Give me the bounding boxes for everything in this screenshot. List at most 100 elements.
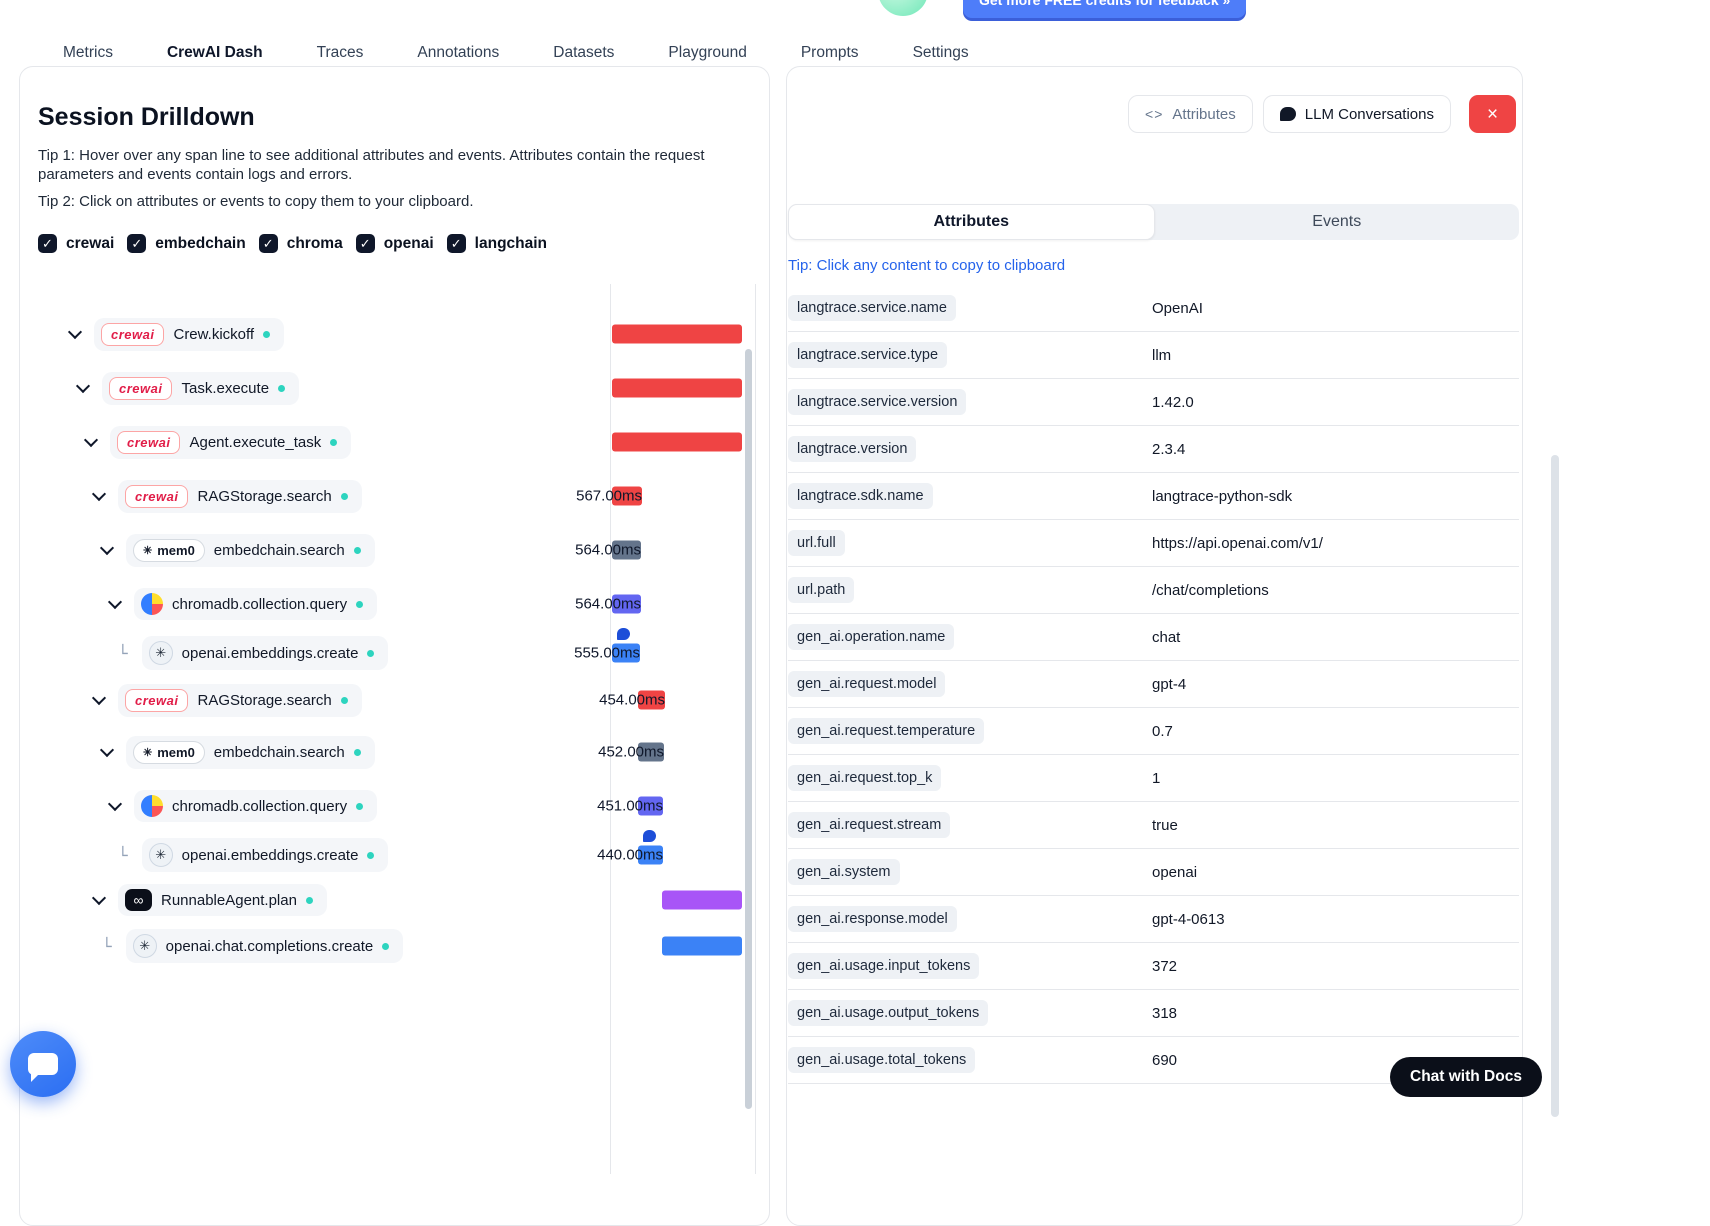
chat-widget-button[interactable] <box>10 1031 76 1097</box>
attribute-row-gen_ai.request.stream[interactable]: gen_ai.request.stream true <box>788 802 1519 849</box>
span-timeline-bar[interactable] <box>638 845 663 865</box>
attribute-key[interactable]: langtrace.service.name <box>788 295 956 321</box>
filter-openai[interactable]: ✓ openai <box>355 234 434 253</box>
attribute-value[interactable]: openai <box>1152 863 1198 881</box>
attribute-row-url.full[interactable]: url.full https://api.openai.com/v1/ <box>788 520 1519 567</box>
attribute-row-gen_ai.usage.total_tokens[interactable]: gen_ai.usage.total_tokens 690 <box>788 1037 1519 1084</box>
attribute-key[interactable]: url.full <box>788 530 845 556</box>
span-timeline-bar[interactable] <box>612 378 742 398</box>
span-timeline-bar[interactable] <box>638 742 664 762</box>
tab-annotations[interactable]: Annotations <box>399 26 517 69</box>
attribute-key[interactable]: gen_ai.usage.input_tokens <box>788 953 980 979</box>
span-timeline-bar[interactable] <box>612 432 742 452</box>
attribute-value[interactable]: https://api.openai.com/v1/ <box>1152 534 1323 552</box>
attribute-key[interactable]: gen_ai.usage.total_tokens <box>788 1047 976 1073</box>
span-timeline-bar[interactable] <box>612 486 642 506</box>
attribute-key[interactable]: gen_ai.request.stream <box>788 812 951 838</box>
span-timeline-bar[interactable] <box>612 594 641 614</box>
attribute-value[interactable]: 1 <box>1152 769 1161 787</box>
filter-langchain[interactable]: ✓ langchain <box>446 234 547 253</box>
span-row-chromadb-collection-query[interactable]: chromadb.collection.query 564.00ms <box>20 577 755 631</box>
span-row-openai-embeddings-create[interactable]: └ ✳ openai.embeddings.create 440.00ms <box>20 830 755 877</box>
span-timeline-bar[interactable] <box>612 643 640 663</box>
span-pill[interactable]: crewai RAGStorage.search <box>118 683 362 717</box>
attribute-key[interactable]: gen_ai.system <box>788 859 900 885</box>
tab-metrics[interactable]: Metrics <box>45 26 131 69</box>
tab-datasets[interactable]: Datasets <box>535 26 632 69</box>
span-pill[interactable]: ✳ mem0 embedchain.search <box>126 735 375 769</box>
attribute-key[interactable]: gen_ai.response.model <box>788 906 957 932</box>
attribute-row-gen_ai.usage.output_tokens[interactable]: gen_ai.usage.output_tokens 318 <box>788 990 1519 1037</box>
span-row-runnableagent-plan[interactable]: ∞ RunnableAgent.plan <box>20 877 755 923</box>
attribute-key[interactable]: langtrace.service.version <box>788 389 967 415</box>
attribute-value[interactable]: 372 <box>1152 957 1178 975</box>
attribute-row-langtrace.service.type[interactable]: langtrace.service.type llm <box>788 332 1519 379</box>
span-row-crew-kickoff[interactable]: crewai Crew.kickoff <box>20 307 755 361</box>
tab-playground[interactable]: Playground <box>650 26 764 69</box>
attribute-value[interactable]: OpenAI <box>1152 299 1203 317</box>
span-pill[interactable]: crewai Agent.execute_task <box>110 425 352 459</box>
chevron-down-icon[interactable] <box>107 796 123 812</box>
span-pill[interactable]: crewai Task.execute <box>102 371 300 405</box>
checkbox-checked-icon[interactable]: ✓ <box>258 234 278 253</box>
filter-chroma[interactable]: ✓ chroma <box>258 234 343 253</box>
tab-attributes[interactable]: Attributes <box>788 204 1155 240</box>
span-pill[interactable]: ✳ openai.chat.completions.create <box>125 929 404 963</box>
attribute-row-langtrace.version[interactable]: langtrace.version 2.3.4 <box>788 426 1519 473</box>
attribute-row-gen_ai.system[interactable]: gen_ai.system openai <box>788 849 1519 896</box>
span-timeline-bar[interactable] <box>662 890 742 910</box>
attribute-value[interactable]: gpt-4 <box>1152 675 1187 693</box>
llm-conversations-button[interactable]: LLM Conversations <box>1262 95 1451 133</box>
checkbox-checked-icon[interactable]: ✓ <box>355 234 375 253</box>
avatar[interactable] <box>878 0 928 16</box>
attribute-value[interactable]: 2.3.4 <box>1152 440 1186 458</box>
attribute-row-gen_ai.request.top_k[interactable]: gen_ai.request.top_k 1 <box>788 755 1519 802</box>
tree-scrollbar[interactable] <box>745 349 752 1109</box>
tab-prompts[interactable]: Prompts <box>783 26 877 69</box>
span-pill[interactable]: chromadb.collection.query <box>134 790 378 822</box>
attribute-value[interactable]: langtrace-python-sdk <box>1152 487 1293 505</box>
attribute-key[interactable]: gen_ai.usage.output_tokens <box>788 1000 989 1026</box>
span-timeline-bar[interactable] <box>612 324 742 344</box>
attributes-code-button[interactable]: <> Attributes <box>1128 95 1253 133</box>
page-scrollbar[interactable] <box>1551 455 1559 1117</box>
span-row-embedchain-search[interactable]: ✳ mem0 embedchain.search 564.00ms <box>20 523 755 577</box>
chevron-down-icon[interactable] <box>107 594 123 610</box>
attribute-value[interactable]: true <box>1152 816 1178 834</box>
attribute-key[interactable]: langtrace.service.type <box>788 342 948 368</box>
span-timeline-bar[interactable] <box>638 690 665 710</box>
attribute-value[interactable]: /chat/completions <box>1152 581 1269 599</box>
chevron-down-icon[interactable] <box>75 378 91 394</box>
attribute-value[interactable]: chat <box>1152 628 1181 646</box>
span-row-agent-execute-task[interactable]: crewai Agent.execute_task <box>20 415 755 469</box>
filter-crewai[interactable]: ✓ crewai <box>38 234 114 253</box>
attribute-row-gen_ai.response.model[interactable]: gen_ai.response.model gpt-4-0613 <box>788 896 1519 943</box>
attribute-key[interactable]: gen_ai.request.model <box>788 671 946 697</box>
span-timeline-bar[interactable] <box>638 796 663 816</box>
attribute-row-gen_ai.request.temperature[interactable]: gen_ai.request.temperature 0.7 <box>788 708 1519 755</box>
attribute-value[interactable]: llm <box>1152 346 1172 364</box>
attribute-value[interactable]: 318 <box>1152 1004 1178 1022</box>
attribute-value[interactable]: 1.42.0 <box>1152 393 1194 411</box>
attribute-key[interactable]: gen_ai.request.top_k <box>788 765 942 791</box>
attribute-key[interactable]: langtrace.version <box>788 436 917 462</box>
span-row-embedchain-search[interactable]: ✳ mem0 embedchain.search 452.00ms <box>20 725 755 779</box>
free-credits-button[interactable]: Get more FREE credits for feedback » <box>963 0 1247 18</box>
attribute-key[interactable]: gen_ai.operation.name <box>788 624 955 650</box>
chevron-down-icon[interactable] <box>67 324 83 340</box>
attribute-value[interactable]: 0.7 <box>1152 722 1173 740</box>
attribute-key[interactable]: url.path <box>788 577 855 603</box>
span-row-ragstorage-search[interactable]: crewai RAGStorage.search 454.00ms <box>20 675 755 725</box>
checkbox-checked-icon[interactable]: ✓ <box>446 234 466 253</box>
attribute-value[interactable]: 690 <box>1152 1051 1178 1069</box>
checkbox-checked-icon[interactable]: ✓ <box>127 234 147 253</box>
tab-events[interactable]: Events <box>1312 213 1362 230</box>
attribute-key[interactable]: langtrace.sdk.name <box>788 483 933 509</box>
attribute-row-url.path[interactable]: url.path/chat/completions <box>788 567 1519 614</box>
span-row-ragstorage-search[interactable]: crewai RAGStorage.search 567.00ms <box>20 469 755 523</box>
attribute-row-langtrace.service.version[interactable]: langtrace.service.version 1.42.0 <box>788 379 1519 426</box>
span-pill[interactable]: ∞ RunnableAgent.plan <box>118 884 327 916</box>
chevron-down-icon[interactable] <box>91 690 107 706</box>
filter-embedchain[interactable]: ✓ embedchain <box>127 234 246 253</box>
tab-traces[interactable]: Traces <box>299 26 382 69</box>
